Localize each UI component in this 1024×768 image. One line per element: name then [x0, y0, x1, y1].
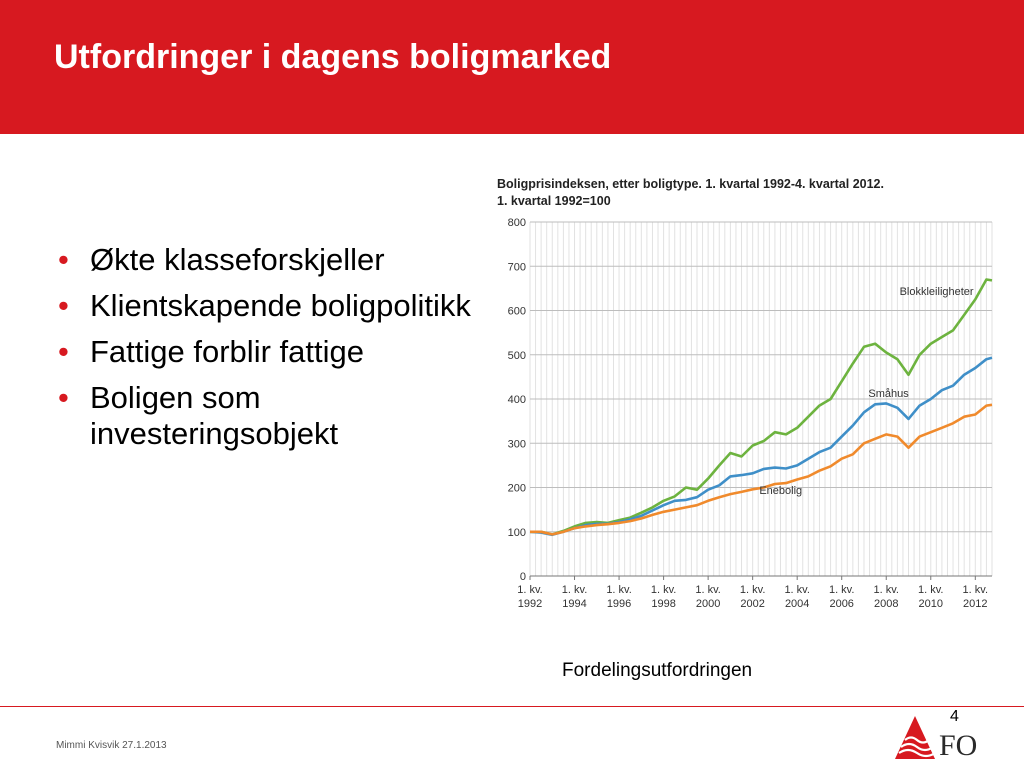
y-tick-label: 100	[508, 527, 526, 539]
x-tick-label: 1. kv.	[695, 584, 720, 596]
x-tick-label: 1994	[562, 598, 586, 610]
series-line-småhus	[529, 356, 993, 537]
footer-author-date: Mimmi Kvisvik 27.1.2013	[56, 740, 167, 751]
x-tick-label: 2006	[829, 598, 853, 610]
series-line-enebolig	[530, 403, 993, 536]
y-tick-label: 300	[508, 438, 526, 450]
x-tick-label: 2012	[963, 598, 987, 610]
x-tick-label: 1992	[518, 598, 542, 610]
x-tick-label: 1. kv.	[651, 584, 676, 596]
x-tick-label: 1996	[607, 598, 631, 610]
x-tick-label: 1. kv.	[784, 584, 809, 596]
slide-title: Utfordringer i dagens boligmarked	[54, 38, 612, 76]
house-price-chart: Boligprisindeksen, etter boligtype. 1. k…	[497, 177, 993, 610]
x-tick-label: 1998	[651, 598, 675, 610]
bullet-item: Boligen som investeringsobjekt	[58, 380, 478, 452]
y-tick-label: 0	[520, 571, 526, 583]
bullet-item: Fattige forblir fattige	[58, 334, 478, 370]
chart-subtitle: 1. kvartal 1992=100	[497, 194, 611, 208]
y-tick-label: 200	[508, 483, 526, 495]
x-tick-label: 1. kv.	[606, 584, 631, 596]
footer-divider	[0, 706, 1024, 707]
x-tick-label: 2008	[874, 598, 898, 610]
y-tick-label: 700	[508, 261, 526, 273]
bullet-item: Klientskapende boligpolitikk	[58, 288, 478, 324]
y-tick-label: 500	[508, 350, 526, 362]
x-tick-label: 2010	[919, 598, 943, 610]
x-tick-label: 1. kv.	[517, 584, 542, 596]
y-tick-label: 400	[508, 394, 526, 406]
bullet-list: Økte klasseforskjeller Klientskapende bo…	[58, 242, 478, 462]
x-tick-label: 2002	[740, 598, 764, 610]
y-tick-label: 800	[508, 217, 526, 229]
page-number: 4	[950, 708, 959, 725]
chart-title: Boligprisindeksen, etter boligtype. 1. k…	[497, 177, 884, 191]
bullet-item: Økte klasseforskjeller	[58, 242, 478, 278]
x-tick-label: 1. kv.	[562, 584, 587, 596]
series-label: Enebolig	[759, 485, 802, 497]
x-tick-label: 1. kv.	[963, 584, 988, 596]
x-tick-label: 1. kv.	[740, 584, 765, 596]
series-label: Blokkleiligheter	[900, 286, 974, 298]
chart-caption: Fordelingsutfordringen	[562, 660, 753, 681]
x-tick-label: 2000	[696, 598, 720, 610]
x-tick-label: 1. kv.	[918, 584, 943, 596]
fo-logo: FO	[895, 716, 977, 762]
fo-logo-icon	[895, 716, 936, 759]
x-tick-label: 2004	[785, 598, 809, 610]
x-tick-label: 1. kv.	[829, 584, 854, 596]
x-tick-label: 1. kv.	[873, 584, 898, 596]
fo-logo-text: FO	[939, 729, 977, 762]
series-label: Småhus	[868, 388, 909, 400]
y-tick-label: 600	[508, 306, 526, 318]
title-bar: Utfordringer i dagens boligmarked	[0, 0, 1024, 134]
